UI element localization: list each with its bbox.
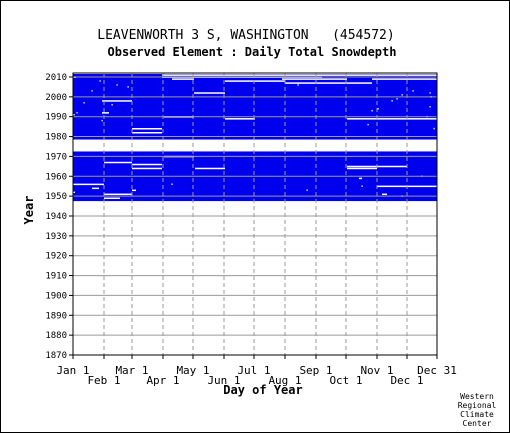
y-tick-label-1960: 1960 bbox=[45, 172, 67, 182]
x-tick-label-aug-1: Aug 1 bbox=[268, 374, 301, 387]
plot-border bbox=[72, 72, 438, 356]
missing-dot-6 bbox=[429, 92, 431, 94]
missing-segment-25 bbox=[347, 167, 377, 170]
missing-segment-34 bbox=[104, 197, 120, 200]
credit-line-4: Center bbox=[463, 419, 492, 428]
missing-dot-15 bbox=[371, 109, 373, 112]
missing-segment-4 bbox=[172, 78, 194, 80]
x-tick-label-mar-1: Mar 1 bbox=[115, 364, 148, 377]
y-tick-label-1970: 1970 bbox=[45, 152, 67, 162]
missing-dot-21 bbox=[433, 127, 435, 130]
missing-segment-30 bbox=[132, 189, 136, 192]
y-axis-label: Year bbox=[22, 196, 36, 225]
chart-subtitle: Observed Element : Daily Total Snowdepth bbox=[108, 45, 397, 59]
credit-line-3: Climate bbox=[460, 410, 494, 419]
y-tick-label-1920: 1920 bbox=[45, 252, 67, 262]
missing-segment-17 bbox=[132, 131, 162, 134]
x-tick-label-dec-31: Dec 31 bbox=[417, 364, 457, 377]
missing-dot-19 bbox=[101, 119, 103, 122]
missing-dot-3 bbox=[127, 86, 129, 88]
x-tick-label-jul-1: Jul 1 bbox=[237, 364, 270, 377]
missing-dot-5 bbox=[412, 90, 414, 92]
chart-title: LEAVENWORTH 3 S, WASHINGTON (454572) bbox=[97, 28, 394, 43]
y-tick-label-2010: 2010 bbox=[45, 73, 67, 83]
missing-segment-7 bbox=[372, 78, 437, 80]
y-tick-label-1880: 1880 bbox=[45, 331, 67, 341]
missing-dot-16 bbox=[76, 111, 78, 114]
y-tick-label-1930: 1930 bbox=[45, 232, 67, 242]
missing-dot-7 bbox=[401, 94, 403, 96]
missing-segment-14 bbox=[225, 118, 255, 120]
missing-segment-3 bbox=[162, 74, 437, 76]
missing-segment-29 bbox=[92, 187, 99, 190]
missing-segment-6 bbox=[322, 78, 347, 80]
missing-segment-27 bbox=[73, 183, 104, 186]
missing-segment-8 bbox=[225, 80, 285, 82]
y-tick-label-1900: 1900 bbox=[45, 291, 67, 301]
y-tick-label-1870: 1870 bbox=[45, 351, 67, 361]
missing-segment-20 bbox=[104, 161, 132, 164]
missing-dot-2 bbox=[116, 84, 118, 86]
missing-segment-12 bbox=[102, 112, 109, 114]
missing-dot-22 bbox=[297, 84, 299, 86]
x-tick-label-dec-1: Dec 1 bbox=[390, 374, 423, 387]
x-tick-label-oct-1: Oct 1 bbox=[329, 374, 362, 387]
missing-segment-24 bbox=[195, 167, 225, 170]
missing-segment-23 bbox=[132, 167, 162, 170]
missing-segment-11 bbox=[102, 100, 132, 102]
x-tick-label-apr-1: Apr 1 bbox=[146, 374, 179, 387]
missing-segment-10 bbox=[194, 92, 225, 94]
missing-segment-9 bbox=[285, 82, 372, 84]
x-tick-label-jan-1: Jan 1 bbox=[56, 364, 89, 377]
missing-segment-32 bbox=[104, 193, 132, 196]
x-tick-label-may-1: May 1 bbox=[176, 364, 209, 377]
y-tick-label-1940: 1940 bbox=[45, 212, 67, 222]
x-tick-label-jun-1: Jun 1 bbox=[207, 374, 240, 387]
data-layer bbox=[73, 73, 437, 202]
y-tick-label-1890: 1890 bbox=[45, 311, 67, 321]
missing-segment-16 bbox=[132, 128, 162, 130]
missing-segment-33 bbox=[382, 193, 387, 196]
grid-layer bbox=[73, 73, 437, 356]
x-axis-label: Day of Year bbox=[223, 383, 302, 397]
missing-segment-15 bbox=[347, 118, 437, 120]
y-tick-label-1990: 1990 bbox=[45, 113, 67, 123]
missing-dot-11 bbox=[83, 102, 85, 104]
y-tick-label-1950: 1950 bbox=[45, 192, 67, 202]
observed-block-2 bbox=[73, 73, 437, 140]
missing-dot-1 bbox=[99, 80, 101, 82]
missing-dot-13 bbox=[429, 106, 431, 108]
y-tick-label-1980: 1980 bbox=[45, 133, 67, 143]
y-tick-label-1910: 1910 bbox=[45, 272, 67, 282]
missing-dot-10 bbox=[391, 100, 393, 102]
x-tick-label-feb-1: Feb 1 bbox=[87, 374, 120, 387]
missing-dot-25 bbox=[171, 183, 173, 185]
axis-tick-layer: 1870 1880 1890 1900 1910 1920 1930 1940 1950 1960… bbox=[45, 73, 457, 387]
missing-dot-20 bbox=[367, 123, 369, 126]
x-tick-label-sep-1: Sep 1 bbox=[299, 364, 332, 377]
credit-line-2: Regional bbox=[458, 401, 497, 410]
credits-block: Western Regional Climate Center bbox=[458, 392, 497, 428]
x-tick-label-nov-1: Nov 1 bbox=[360, 364, 393, 377]
y-tick-label-2000: 2000 bbox=[45, 93, 67, 103]
missing-dot-14 bbox=[377, 107, 379, 110]
missing-dot-23 bbox=[361, 185, 363, 187]
missing-dot-17 bbox=[73, 113, 75, 116]
missing-segment-21 bbox=[132, 163, 162, 166]
missing-segment-18 bbox=[73, 149, 99, 152]
missing-segment-31 bbox=[73, 191, 75, 194]
missing-dot-4 bbox=[91, 90, 93, 92]
missing-dot-12 bbox=[111, 104, 113, 106]
missing-dot-26 bbox=[306, 189, 308, 191]
missing-segment-5 bbox=[282, 78, 322, 80]
missing-segment-26 bbox=[359, 177, 362, 180]
missing-dot-9 bbox=[396, 98, 398, 100]
credit-line-1: Western bbox=[460, 392, 494, 401]
